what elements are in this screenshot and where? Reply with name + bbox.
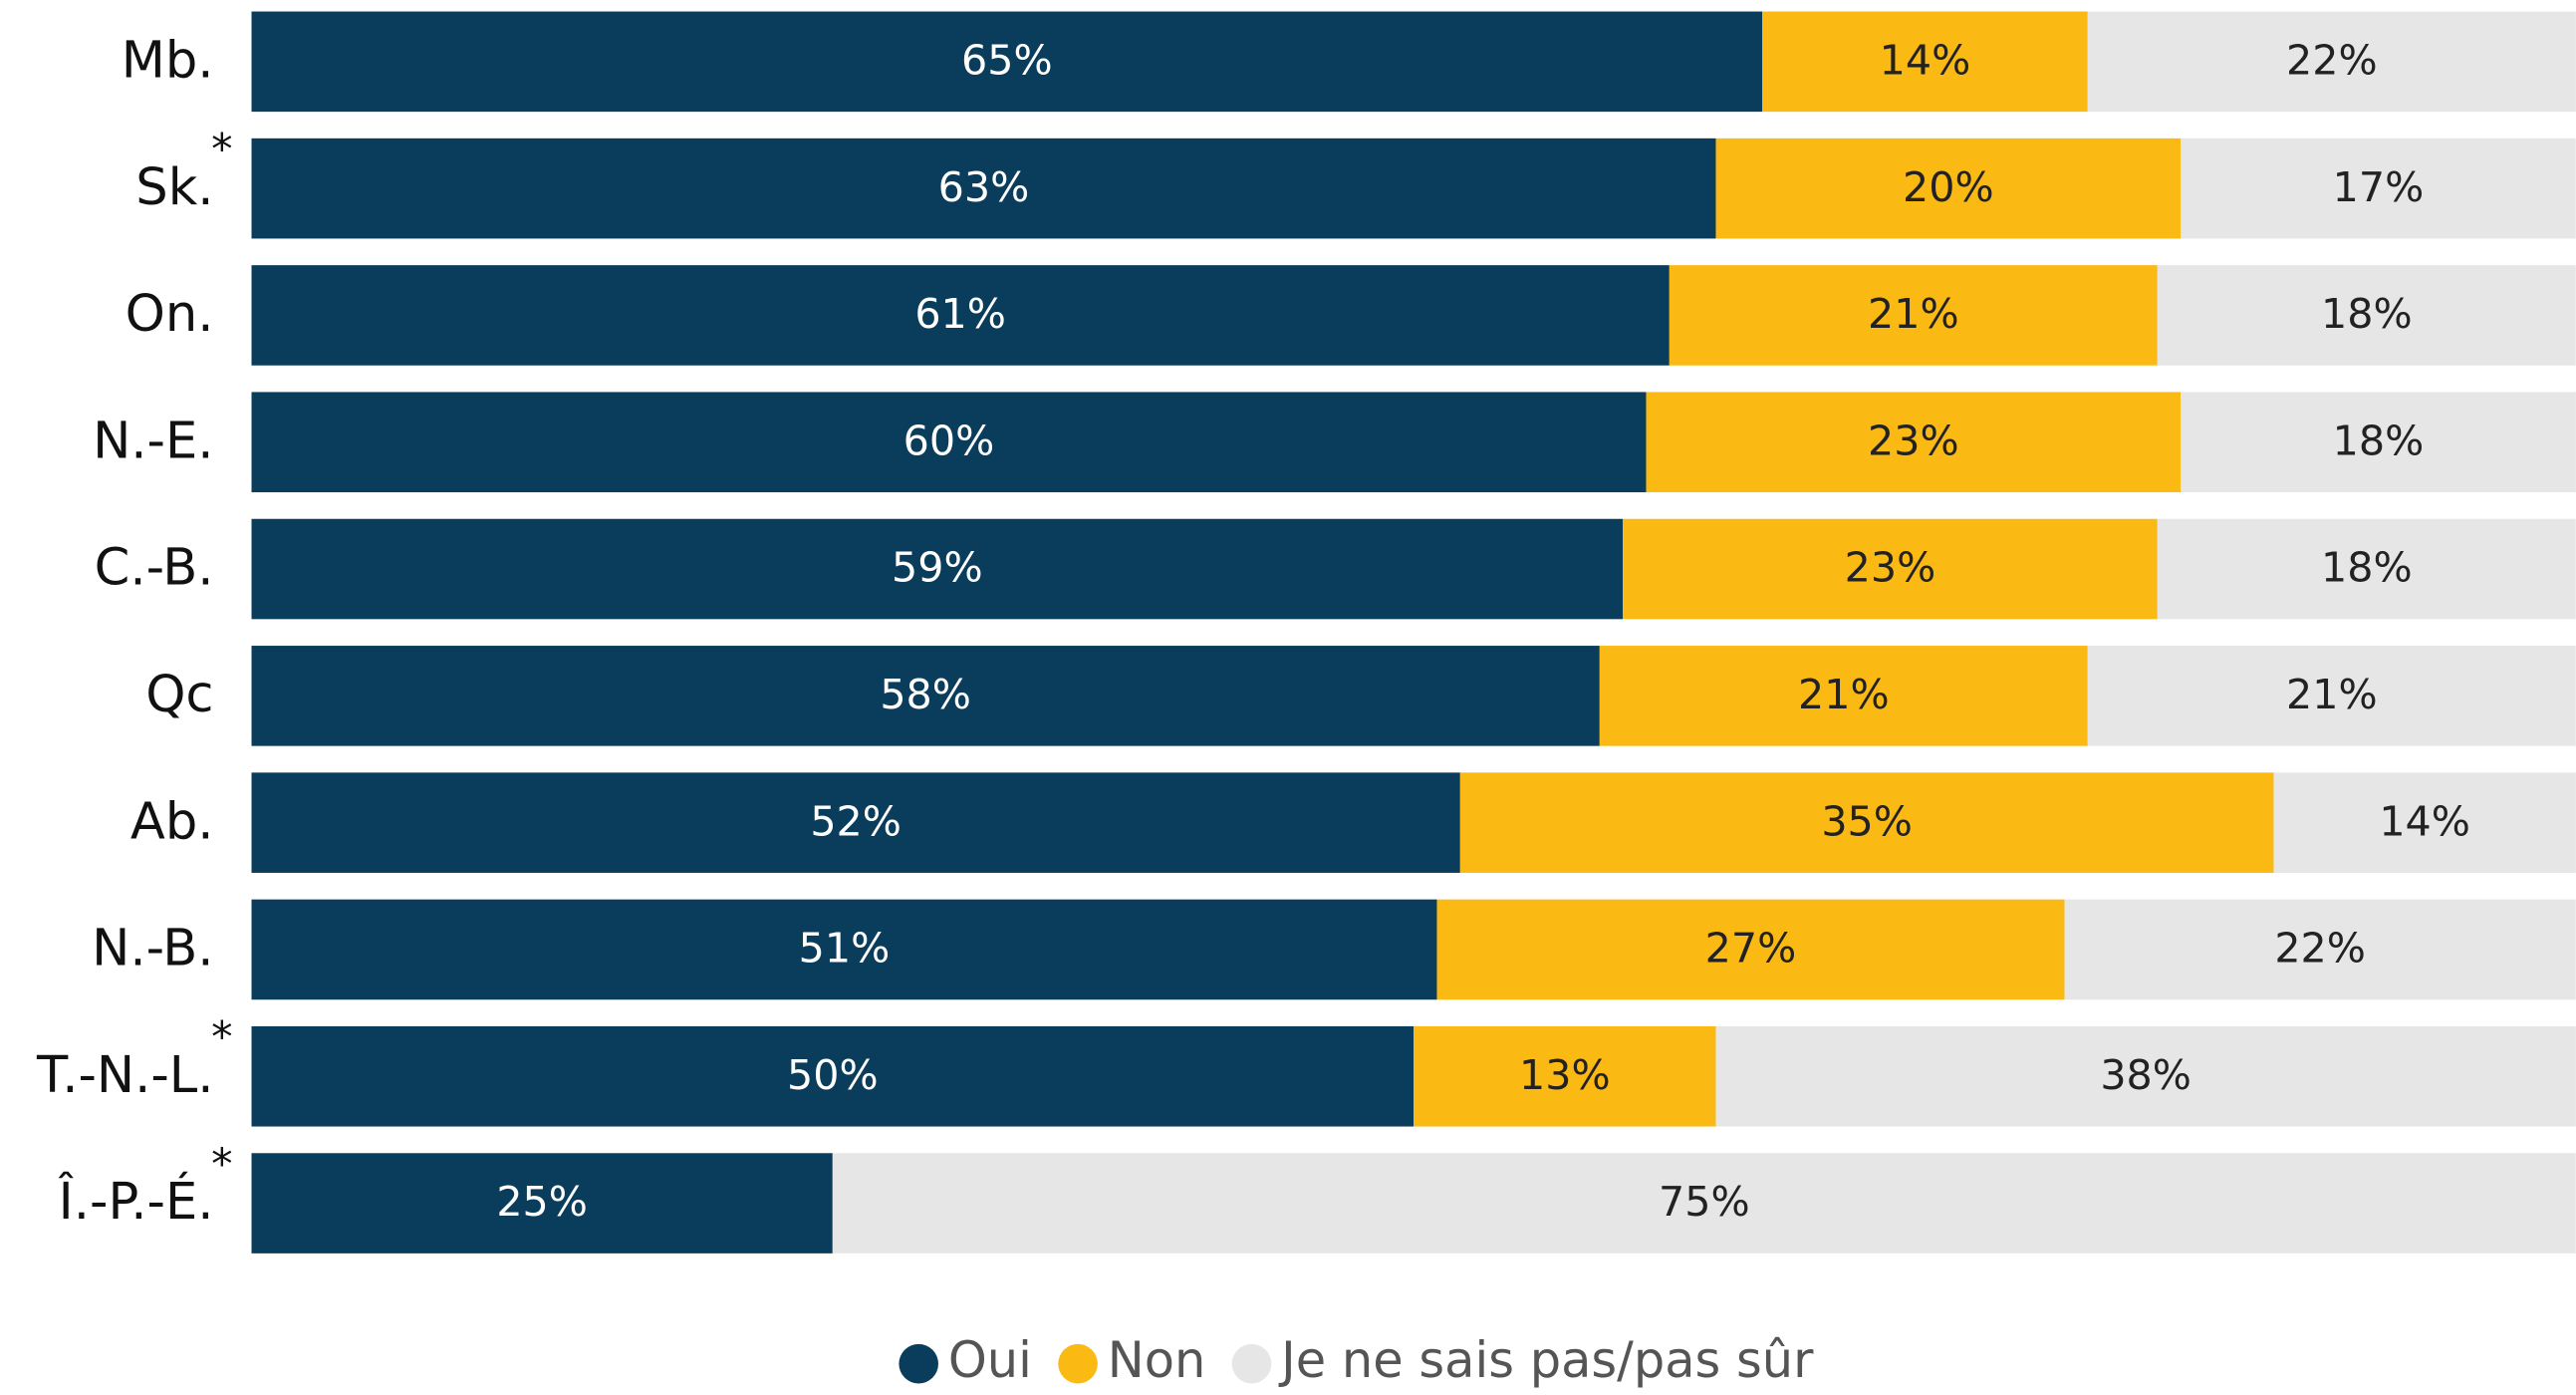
data-label: 23% bbox=[1845, 544, 1936, 592]
bar-segment bbox=[2181, 138, 2576, 239]
bar-segment bbox=[251, 646, 1600, 746]
data-label: 60% bbox=[903, 417, 995, 464]
bar-segment bbox=[1623, 518, 2158, 620]
footnote-mark: * bbox=[211, 1140, 232, 1190]
bar-segment bbox=[251, 11, 1763, 113]
data-label: 25% bbox=[496, 1178, 588, 1226]
bar-segment bbox=[2087, 646, 2576, 746]
footnote-mark: * bbox=[211, 125, 232, 174]
bar-segment bbox=[251, 772, 1460, 873]
data-label: 18% bbox=[2321, 544, 2413, 592]
legend-swatch bbox=[1058, 1343, 1098, 1384]
data-label: 52% bbox=[810, 797, 902, 845]
data-label: 23% bbox=[1868, 417, 1959, 464]
data-label: 18% bbox=[2333, 417, 2425, 464]
data-label: 35% bbox=[1821, 797, 1913, 845]
data-label: 17% bbox=[2333, 163, 2425, 211]
data-label: 50% bbox=[787, 1051, 879, 1099]
bar-segment bbox=[251, 899, 1437, 1000]
data-label: 63% bbox=[938, 163, 1030, 211]
data-label: 38% bbox=[2100, 1051, 2191, 1099]
bar-segment bbox=[2064, 899, 2576, 1000]
data-label: 14% bbox=[2379, 797, 2470, 845]
category-label: Î.-P.-É. bbox=[58, 1171, 214, 1232]
data-label: 21% bbox=[2286, 671, 2378, 718]
category-label: C.-B. bbox=[95, 539, 214, 598]
bar-segment bbox=[2157, 518, 2576, 620]
bar-segment bbox=[1669, 265, 2158, 366]
data-label: 58% bbox=[880, 671, 971, 718]
bar-segment bbox=[1599, 646, 2088, 746]
labels: Mb. 65% 14% 22%Sk.*63% 20% 17%On. 61% 21% 18%N.-… bbox=[36, 31, 2470, 1232]
data-label: 22% bbox=[2286, 36, 2378, 84]
bar-segment bbox=[1762, 11, 2088, 113]
bar-segment bbox=[2157, 265, 2576, 366]
data-label: 27% bbox=[1705, 925, 1797, 973]
footnote-mark: * bbox=[211, 1012, 232, 1062]
bar-segment bbox=[251, 1025, 1415, 1127]
data-label: 13% bbox=[1519, 1051, 1611, 1099]
data-label: 59% bbox=[892, 544, 983, 592]
category-label: Mb. bbox=[122, 31, 214, 90]
category-label: T.-N.-L. bbox=[36, 1046, 214, 1105]
category-label: N.-B. bbox=[92, 920, 213, 978]
data-label: 65% bbox=[961, 36, 1053, 84]
bar-segment bbox=[251, 392, 1647, 493]
bar-segment bbox=[1459, 772, 2274, 873]
data-label: 20% bbox=[1903, 163, 1994, 211]
data-label: 21% bbox=[1868, 290, 1959, 338]
data-label: 22% bbox=[2274, 925, 2366, 973]
bar-segment bbox=[832, 1153, 2576, 1254]
bar-segment bbox=[1436, 899, 2065, 1000]
category-label: On. bbox=[126, 285, 214, 344]
bar-segment bbox=[1715, 1025, 2576, 1127]
legend-swatch bbox=[1231, 1343, 1272, 1384]
bar-segment bbox=[1646, 392, 2182, 493]
bar-segment bbox=[2273, 772, 2576, 873]
data-label: 18% bbox=[2321, 290, 2413, 338]
bar-segment bbox=[2181, 392, 2576, 493]
category-label: Sk. bbox=[135, 158, 213, 217]
data-label: 61% bbox=[914, 290, 1006, 338]
legend: Oui Non Je ne sais pas/pas sûr bbox=[899, 1331, 1814, 1389]
data-label: 51% bbox=[799, 925, 891, 973]
legend-swatch bbox=[899, 1343, 938, 1384]
bar-segment bbox=[251, 518, 1624, 620]
legend-label: Je ne sais pas/pas sûr bbox=[1278, 1331, 1814, 1389]
data-label: 21% bbox=[1798, 671, 1890, 718]
data-label: 14% bbox=[1880, 36, 1971, 84]
legend-label: Non bbox=[1108, 1331, 1206, 1389]
category-label: Ab. bbox=[130, 792, 214, 851]
bar-segment bbox=[251, 138, 1716, 239]
data-label: 75% bbox=[1659, 1178, 1750, 1226]
bar-segment bbox=[251, 1153, 833, 1254]
bar-segment bbox=[1414, 1025, 1716, 1127]
bar-segment bbox=[2087, 11, 2576, 113]
legend-label: Oui bbox=[948, 1331, 1032, 1389]
bar-segment bbox=[1715, 138, 2182, 239]
plot-area bbox=[251, 11, 2576, 1254]
category-label: N.-E. bbox=[93, 412, 213, 470]
category-label: Qc bbox=[145, 666, 213, 724]
bar-segment bbox=[251, 265, 1670, 366]
